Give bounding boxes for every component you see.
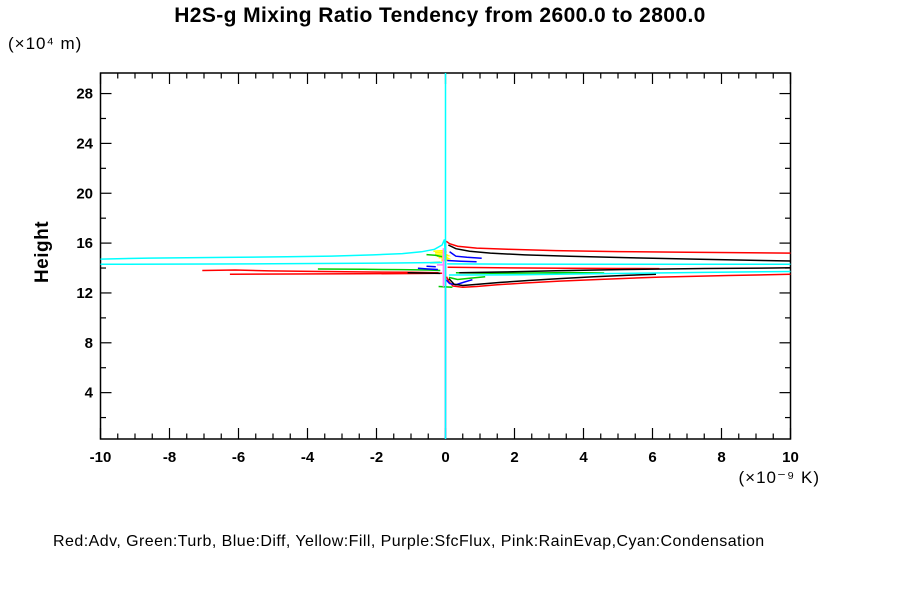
series-adv-line [445, 273, 791, 289]
y-tick-label: 24 [76, 135, 93, 152]
series-black-line [447, 244, 791, 262]
series-black-line [407, 272, 441, 275]
series-diff-line [449, 251, 482, 260]
y-tick-label: 20 [76, 185, 93, 202]
y-tick-label: 28 [76, 86, 93, 103]
series-fill-line [441, 259, 448, 262]
series-diff-line [447, 259, 477, 263]
series-condensation-line [100, 261, 443, 266]
x-tick-label: -10 [90, 449, 112, 466]
series-diff-line [426, 265, 436, 268]
series-turb-line [426, 253, 443, 258]
series-black-line [448, 273, 657, 287]
series-adv-line [445, 240, 791, 254]
x-tick-label: 2 [510, 449, 518, 466]
series-turb-line [317, 268, 441, 272]
series-condensation-line [448, 270, 791, 276]
series-diff-line [417, 267, 438, 271]
series-turb-line [448, 275, 486, 281]
x-tick-label: -6 [232, 449, 245, 466]
x-tick-label: 0 [441, 449, 449, 466]
x-tick-label: -4 [301, 449, 315, 466]
series-adv-line [202, 269, 439, 274]
chart-title: H2S-g Mixing Ratio Tendency from 2600.0 … [174, 4, 706, 27]
y-axis-unit-label: (×10⁴ m) [8, 34, 83, 53]
y-tick-label: 16 [76, 235, 93, 252]
x-tick-label: 8 [717, 449, 725, 466]
x-tick-label: 4 [579, 449, 588, 466]
series-condensation-line [100, 239, 447, 262]
x-tick-label: -8 [163, 449, 176, 466]
x-tick-label: -2 [370, 449, 383, 466]
x-tick-label: 6 [648, 449, 656, 466]
legend-text: Red:Adv, Green:Turb, Blue:Diff, Yellow:F… [53, 533, 765, 550]
x-tick-label: 10 [782, 449, 799, 466]
y-tick-label: 4 [85, 385, 94, 402]
series-black-line [459, 267, 791, 274]
y-tick-label: 12 [76, 285, 93, 302]
series-fill-line [435, 253, 452, 257]
y-tick-label: 8 [85, 335, 93, 352]
series-adv-line [447, 266, 660, 270]
x-axis-unit-label: (×10⁻⁹ K) [738, 468, 820, 487]
